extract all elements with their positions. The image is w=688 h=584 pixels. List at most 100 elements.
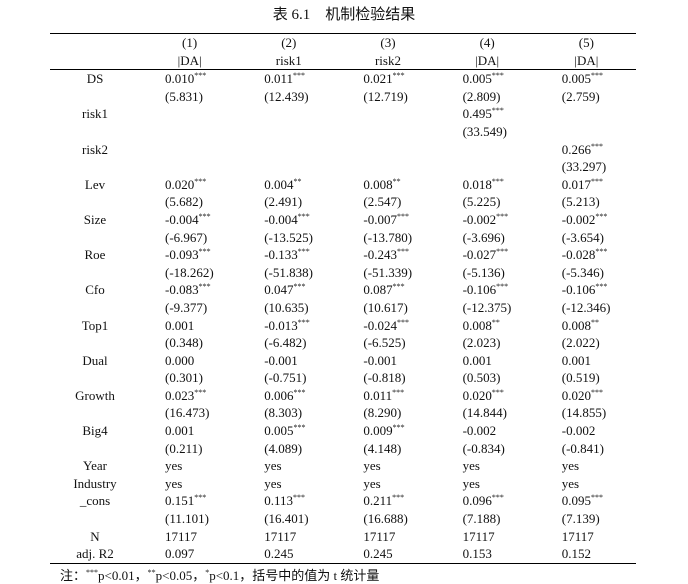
coefficient: 0.095 — [561, 493, 591, 509]
coefficient: -0.106 — [462, 282, 497, 298]
coef-cell: -0.243*** — [338, 246, 437, 264]
coef-row: Cfo -0.083*** 0.047*** 0.087*** -0.106*** -0.… — [50, 281, 636, 299]
t-stat: (4.148) — [363, 440, 402, 456]
coef-cell: -0.093*** — [140, 246, 239, 264]
coef-cell: 0.020*** — [537, 387, 636, 405]
t-cell — [338, 158, 437, 176]
cell: yes — [165, 475, 183, 491]
t-stat: (4.089) — [264, 440, 303, 456]
coef-cell: 0.005*** — [537, 70, 636, 88]
row-label: _cons — [79, 493, 111, 509]
coef-cell: 0.006*** — [239, 387, 338, 405]
coef-cell: 0.001 — [537, 352, 636, 370]
t-stat: (0.503) — [462, 370, 501, 386]
t-cell: (-18.262) — [140, 264, 239, 282]
coef-cell: -0.007*** — [338, 211, 437, 229]
row-label — [50, 334, 140, 352]
coef-cell: -0.024*** — [338, 317, 437, 335]
significance: *** — [198, 247, 211, 257]
coef-cell — [239, 141, 338, 159]
results-table: (1) (2) (3) (4) (5) |DA| risk1 risk2 |DA| |DA| DS 0… — [50, 33, 636, 564]
t-stat: (10.617) — [363, 299, 408, 315]
t-stat: (11.101) — [165, 511, 209, 527]
significance: *** — [392, 71, 405, 81]
t-cell: (2.547) — [338, 193, 437, 211]
t-cell: (-5.136) — [438, 264, 537, 282]
t-cell: (14.844) — [438, 404, 537, 422]
cell: yes — [165, 458, 183, 474]
t-cell: (4.148) — [338, 440, 437, 458]
significance: *** — [591, 387, 603, 397]
t-stat: (-13.525) — [264, 229, 313, 245]
coefficient: 0.008 — [462, 317, 492, 333]
significance: *** — [392, 387, 405, 397]
coef-cell: -0.028*** — [537, 246, 636, 264]
coefficient: -0.002 — [462, 211, 497, 227]
t-cell: (8.303) — [239, 404, 338, 422]
cell: yes — [264, 475, 282, 491]
coef-cell: -0.002*** — [438, 211, 537, 229]
t-cell: (5.682) — [140, 193, 239, 211]
coefficient: 0.009 — [363, 423, 393, 439]
coefficient: -0.002 — [462, 423, 497, 439]
coefficient: -0.013 — [264, 317, 298, 333]
significance: *** — [293, 423, 306, 433]
coef-cell: -0.004*** — [140, 211, 239, 229]
coef-cell: -0.002 — [438, 422, 537, 440]
coef-cell: 0.008** — [438, 317, 537, 335]
coefficient: 0.010 — [165, 71, 195, 87]
row: N 17117 17117 17117 17117 17117 — [50, 528, 636, 546]
significance: *** — [496, 211, 509, 221]
significance: *** — [194, 493, 207, 503]
header-cell: risk1 — [239, 51, 339, 71]
row-label — [50, 440, 140, 458]
coef-cell: 0.001 — [438, 352, 537, 370]
t-cell — [338, 123, 437, 141]
row-label: risk1 — [82, 106, 108, 122]
t-cell: (-9.377) — [140, 299, 239, 317]
coef-row: Roe -0.093*** -0.133*** -0.243*** -0.027*** -… — [50, 246, 636, 264]
coefficient: -0.001 — [363, 352, 397, 368]
coefficient: 0.018 — [462, 176, 492, 192]
t-cell: (-6.482) — [239, 334, 338, 352]
t-stat: (-9.377) — [165, 299, 208, 315]
coef-cell: 0.011*** — [338, 387, 437, 405]
coefficient: 0.005 — [264, 423, 294, 439]
coef-cell: 0.005*** — [438, 70, 537, 88]
significance: *** — [496, 247, 509, 257]
significance: *** — [292, 71, 305, 81]
coefficient: -0.028 — [561, 247, 596, 263]
cell: yes — [462, 458, 480, 474]
coef-cell: 0.021*** — [338, 70, 437, 88]
significance: ** — [293, 176, 302, 186]
t-cell: (-13.780) — [338, 229, 437, 247]
coef-cell: 0.113*** — [239, 492, 338, 510]
t-cell — [140, 158, 239, 176]
header-cell: (1) — [182, 35, 198, 51]
t-cell: (33.297) — [537, 158, 636, 176]
t-cell: (10.635) — [239, 299, 338, 317]
t-cell: (4.089) — [239, 440, 338, 458]
t-cell: (-51.339) — [338, 264, 437, 282]
header-row: (1) (2) (3) (4) (5) — [50, 34, 636, 52]
row: adj. R2 0.097 0.245 0.245 0.153 0.152 — [50, 545, 636, 563]
coef-cell: -0.013*** — [239, 317, 338, 335]
t-cell: (0.301) — [140, 369, 239, 387]
row-label — [50, 229, 140, 247]
coefficient: 0.113 — [264, 493, 293, 509]
row-label: risk2 — [82, 141, 108, 157]
significance: *** — [198, 211, 211, 221]
t-cell: (7.188) — [438, 510, 537, 528]
t-stat: (-12.346) — [561, 299, 611, 315]
header-cell: (3) — [380, 35, 396, 51]
t-stat: (10.635) — [264, 299, 309, 315]
coef-cell: 0.018*** — [438, 176, 537, 194]
significance: *** — [194, 176, 207, 186]
t-cell: (10.617) — [338, 299, 437, 317]
cell: 17117 — [363, 528, 396, 544]
t-stat: (2.759) — [561, 88, 600, 104]
coef-cell: 0.001 — [140, 422, 239, 440]
coefficient: -0.001 — [264, 352, 298, 368]
coefficient: -0.002 — [561, 423, 596, 439]
